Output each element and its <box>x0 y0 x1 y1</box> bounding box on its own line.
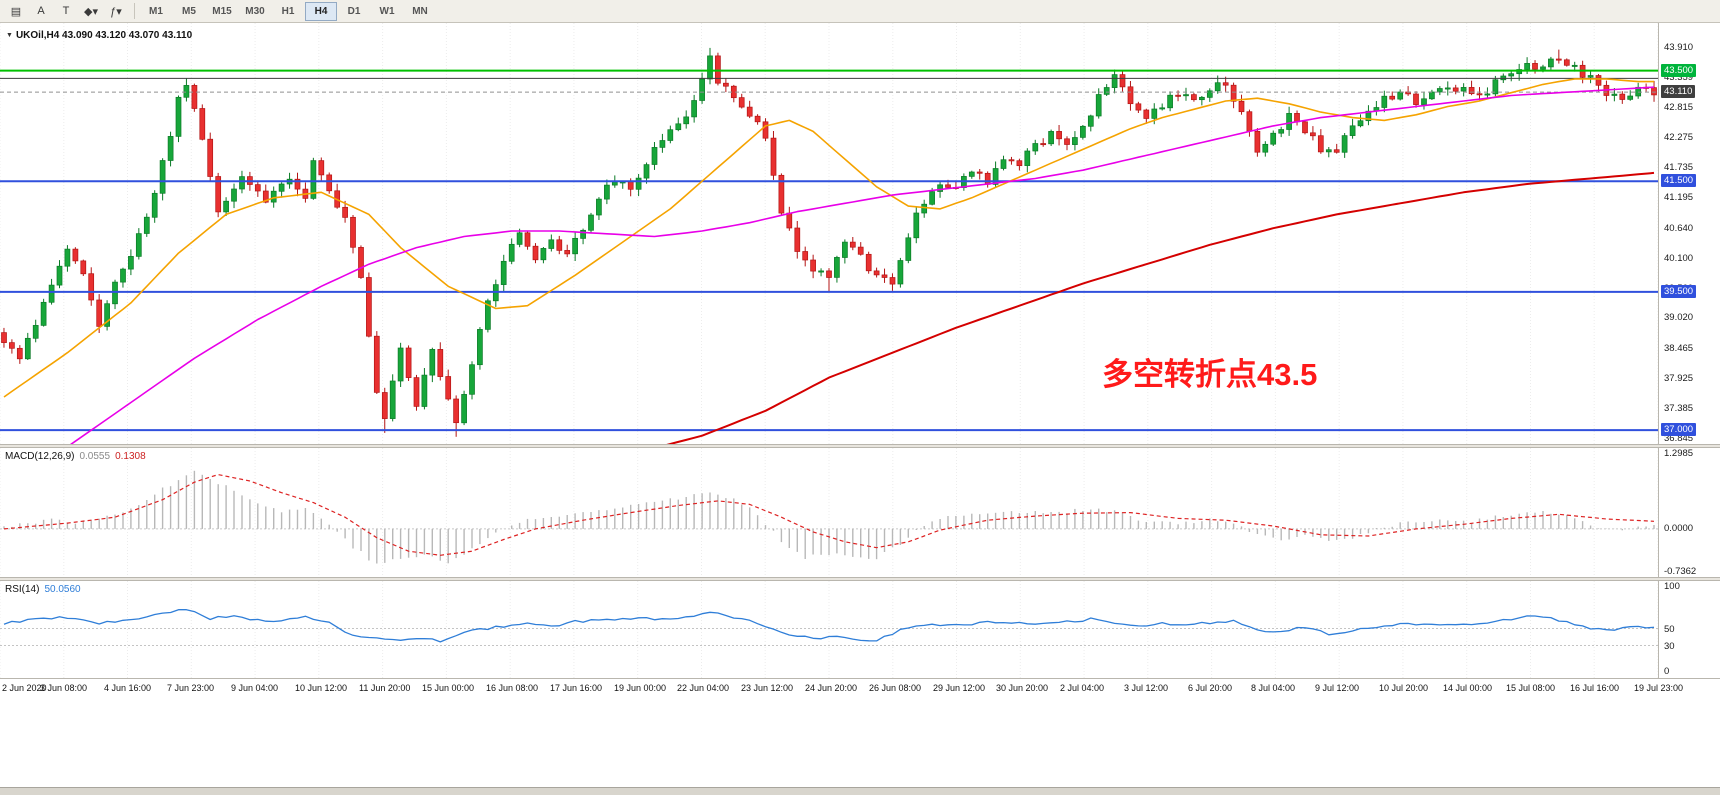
timeframe-button-mn[interactable]: MN <box>412 5 428 17</box>
rsi-axis-tick: 30 <box>1664 641 1675 652</box>
time-label: 26 Jun 08:00 <box>869 683 922 693</box>
time-label: 11 Jun 20:00 <box>359 683 411 693</box>
toolbar-tools: ▤ A T ◆▾ ƒ▾ <box>4 1 129 21</box>
time-label: 3 Jun 08:00 <box>40 683 88 693</box>
time-axis[interactable]: 2 Jun 2020 3 Jun 08:00 4 Jun 16:00 7 Jun 23… <box>0 678 1720 700</box>
time-label: 3 Jul 12:00 <box>1124 683 1169 693</box>
timeframe-button-m5[interactable]: M5 <box>182 5 196 17</box>
price-tick: 43.359 <box>1664 72 1694 83</box>
symbol-ohlc-text: UKOil,H4 43.090 43.120 43.070 43.110 <box>15 30 193 41</box>
toolbar: ▤ A T ◆▾ ƒ▾ M1 M5 M15 M30 H1 H4 D1 W1 MN <box>0 0 1720 23</box>
price-axis[interactable]: 43.910 43.359 42.815 42.275 41.735 41.195 40.6… <box>1658 23 1720 444</box>
price-tick: 43.910 <box>1664 42 1694 53</box>
price-tick: 37.385 <box>1664 403 1694 414</box>
time-label: 15 Jun 00:00 <box>422 683 475 693</box>
price-tick: 39.020 <box>1664 312 1694 323</box>
macd-plot[interactable] <box>0 448 1658 577</box>
cursor-icon[interactable]: A <box>37 5 45 17</box>
price-tick: 37.925 <box>1664 373 1694 384</box>
price-tick: 41.195 <box>1664 192 1694 203</box>
timeframe-button-w1[interactable]: W1 <box>379 5 395 17</box>
symbol-info: ▼ UKOil,H4 43.090 43.120 43.070 43.110 <box>6 30 192 41</box>
indicators-dropdown-icon[interactable]: ƒ▾ <box>110 5 122 18</box>
macd-axis-tick: 1.2985 <box>1664 448 1694 459</box>
macd-main-value: 0.0555 <box>79 451 111 462</box>
timeframe-button-m15[interactable]: M15 <box>212 5 232 17</box>
price-tick: 40.100 <box>1664 253 1694 264</box>
price-tick: 41.735 <box>1664 162 1694 173</box>
price-tick: 38.465 <box>1664 343 1694 354</box>
time-label: 19 Jul 23:00 <box>1634 683 1684 693</box>
macd-axis-tick: -0.7362 <box>1664 566 1697 577</box>
price-badge-43.500: 43.500 <box>1661 64 1697 77</box>
rsi-axis-tick: 100 <box>1664 581 1680 592</box>
price-badge-37.000: 37.000 <box>1661 423 1697 436</box>
timeframe-button-h4[interactable]: H4 <box>305 1 337 21</box>
time-label: 8 Jul 04:00 <box>1251 683 1296 693</box>
time-label: 24 Jun 20:00 <box>805 683 858 693</box>
rsi-name: RSI(14) <box>5 584 40 595</box>
macd-plot-area[interactable]: MACD(12,26,9) 0.0555 0.1308 <box>0 448 1658 577</box>
time-label: 30 Jun 20:00 <box>996 683 1049 693</box>
time-label: 6 Jul 20:00 <box>1188 683 1233 693</box>
price-tick: 36.845 <box>1664 433 1694 444</box>
time-label: 29 Jun 12:00 <box>933 683 986 693</box>
objects-dropdown-icon[interactable]: ◆▾ <box>84 5 98 18</box>
timeframe-button-h1[interactable]: H1 <box>281 5 295 17</box>
macd-panel: MACD(12,26,9) 0.0555 0.1308 1.2985 0.0000 -0… <box>0 448 1720 577</box>
time-label: 7 Jun 23:00 <box>167 683 215 693</box>
time-label: 2 Jun 2020 <box>2 683 47 693</box>
chart-footer-space <box>0 700 1720 787</box>
toolbar-separator <box>134 3 135 19</box>
text-tool-icon[interactable]: T <box>62 5 70 17</box>
rsi-plot-area[interactable]: RSI(14) 50.0560 <box>0 581 1658 678</box>
time-label: 16 Jun 08:00 <box>486 683 539 693</box>
rsi-plot[interactable] <box>0 581 1658 678</box>
rsi-axis[interactable]: 100 50 30 0 <box>1658 581 1720 678</box>
charts-icon[interactable]: ▤ <box>10 5 22 18</box>
timeframe-button-m1[interactable]: M1 <box>149 5 163 17</box>
macd-label: MACD(12,26,9) 0.0555 0.1308 <box>5 451 146 462</box>
time-label: 10 Jun 12:00 <box>295 683 348 693</box>
main-chart-panel: ▼ UKOil,H4 43.090 43.120 43.070 43.110 多空… <box>0 23 1720 444</box>
time-label: 14 Jul 00:00 <box>1443 683 1493 693</box>
time-label: 23 Jun 12:00 <box>741 683 794 693</box>
macd-signal-value: 0.1308 <box>115 451 146 462</box>
macd-axis-tick: 0.0000 <box>1664 523 1694 534</box>
macd-name: MACD(12,26,9) <box>5 451 75 462</box>
time-label: 4 Jun 16:00 <box>104 683 152 693</box>
time-label: 9 Jul 12:00 <box>1315 683 1360 693</box>
price-tick: 42.275 <box>1664 132 1694 143</box>
timeframe-toolbar: M1 M5 M15 M30 H1 H4 D1 W1 MN <box>140 1 437 21</box>
rsi-value: 50.0560 <box>44 584 81 595</box>
rsi-panel: RSI(14) 50.0560 100 50 30 0 <box>0 581 1720 678</box>
time-label: 19 Jun 00:00 <box>614 683 667 693</box>
panel-separator[interactable] <box>0 577 1720 581</box>
time-label: 9 Jun 04:00 <box>231 683 279 693</box>
panel-separator[interactable] <box>0 444 1720 448</box>
time-label: 2 Jul 04:00 <box>1060 683 1105 693</box>
time-label: 16 Jul 16:00 <box>1570 683 1620 693</box>
time-label: 10 Jul 20:00 <box>1379 683 1429 693</box>
macd-axis[interactable]: 1.2985 0.0000 -0.7362 <box>1658 448 1720 577</box>
rsi-axis-tick: 0 <box>1664 666 1670 677</box>
price-tick: 42.815 <box>1664 102 1694 113</box>
time-label: 22 Jun 04:00 <box>677 683 730 693</box>
symbol-dropdown-icon[interactable]: ▼ <box>6 32 13 39</box>
timeframe-button-d1[interactable]: D1 <box>347 5 361 17</box>
price-badge-39.500: 39.500 <box>1661 285 1697 298</box>
price-badge-43.110: 43.110 <box>1661 85 1696 98</box>
chart-annotation: 多空转折点43.5 <box>1102 357 1318 392</box>
price-chart[interactable]: ▼ UKOil,H4 43.090 43.120 43.070 43.110 多空… <box>0 23 1658 444</box>
time-label: 17 Jun 16:00 <box>550 683 603 693</box>
rsi-axis-tick: 50 <box>1664 624 1675 635</box>
time-label: 15 Jul 08:00 <box>1506 683 1556 693</box>
status-bar <box>0 787 1720 795</box>
candlestick-plot[interactable] <box>0 23 1658 444</box>
rsi-label: RSI(14) 50.0560 <box>5 584 81 595</box>
price-badge-41.500: 41.500 <box>1661 174 1697 187</box>
timeframe-button-m30[interactable]: M30 <box>245 5 265 17</box>
price-tick: 40.640 <box>1664 223 1694 234</box>
